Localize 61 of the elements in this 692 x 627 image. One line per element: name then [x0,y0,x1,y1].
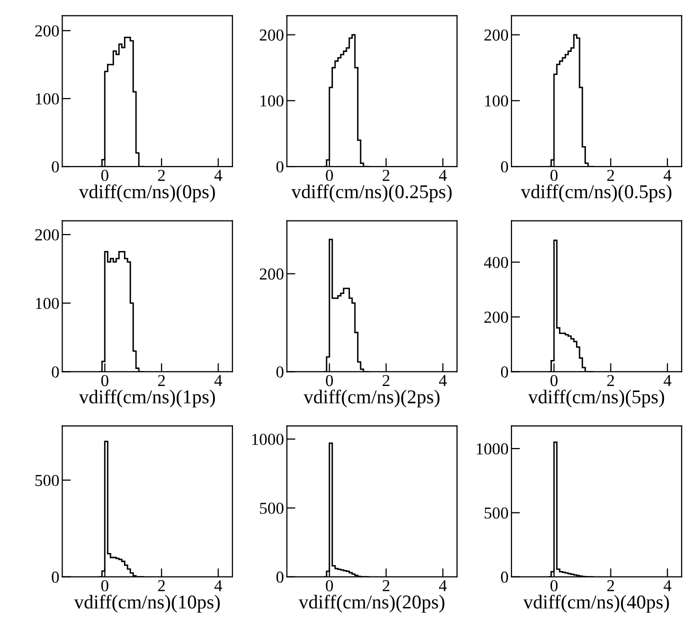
y-tick-label: 0 [500,366,508,378]
y-tick-label: 100 [260,95,284,107]
y-tick-label: 500 [484,507,508,519]
x-axis-title: vdiff(cm/ns)(40ps) [523,594,669,613]
y-tick-label: 200 [260,268,284,280]
y-tick-label: 100 [485,95,508,107]
x-axis-title: vdiff(cm/ns)(10ps) [74,594,220,613]
y-tick-label: 100 [36,298,59,310]
x-tick-label: 4 [439,170,447,181]
x-tick-label: 2 [158,170,165,181]
y-tick-label: 200 [484,29,508,41]
y-tick-label: 500 [260,502,284,514]
y-tick-label: 500 [35,474,59,486]
x-tick-label: 4 [214,170,222,181]
x-tick-label: 4 [664,170,672,181]
x-tick-label: 0 [101,374,108,386]
y-tick-label: 400 [484,256,508,268]
x-axis-title: vdiff(cm/ns)(2ps) [304,390,440,408]
y-tick-label: 0 [276,572,284,583]
x-tick-label: 4 [214,375,222,386]
x-tick-label: 4 [664,580,672,592]
x-axis-title: vdiff(cm/ns)(1ps) [78,390,215,408]
y-tick-label: 0 [52,161,59,172]
x-tick-label: 2 [382,170,390,181]
x-tick-label: 4 [214,580,222,592]
y-tick-label: 200 [260,29,284,41]
x-tick-label: 2 [158,580,165,592]
y-tick-label: 0 [52,366,59,378]
x-tick-label: 2 [607,580,614,592]
y-tick-label: 200 [35,25,59,37]
x-tick-label: 0 [101,580,108,592]
x-tick-label: 0 [326,170,333,182]
y-tick-label: 0 [52,572,59,583]
x-tick-label: 4 [664,375,672,386]
y-tick-label: 0 [276,366,284,378]
y-tick-label: 200 [35,229,59,240]
x-tick-label: 0 [550,374,558,386]
x-tick-label: 2 [158,374,165,386]
y-tick-label: 0 [500,572,508,583]
x-tick-label: 0 [101,170,108,182]
x-axis-title: vdiff(cm/ns)(5ps) [528,390,664,408]
y-tick-label: 0 [500,161,508,172]
x-axis-title: vdiff(cm/ns)(20ps) [298,594,444,613]
y-tick-label: 100 [36,93,59,105]
x-tick-label: 0 [550,580,558,592]
x-tick-label: 0 [550,170,558,182]
x-tick-label: 2 [607,374,614,386]
x-tick-label: 2 [382,374,390,386]
y-tick-label: 1000 [252,434,284,446]
x-tick-label: 4 [439,580,447,592]
y-tick-label: 1000 [476,443,508,455]
x-axis-title: vdiff(cm/ns)(0.25ps) [291,184,452,202]
x-tick-label: 0 [326,374,333,386]
x-axis-title: vdiff(cm/ns)(0.5ps) [520,184,672,202]
x-tick-label: 2 [382,580,390,592]
x-tick-label: 2 [607,170,614,181]
x-tick-label: 4 [439,375,447,386]
y-tick-label: 200 [484,312,508,323]
x-tick-label: 0 [326,580,333,592]
x-axis-title: vdiff(cm/ns)(0ps) [78,184,215,202]
y-tick-label: 0 [276,161,284,172]
